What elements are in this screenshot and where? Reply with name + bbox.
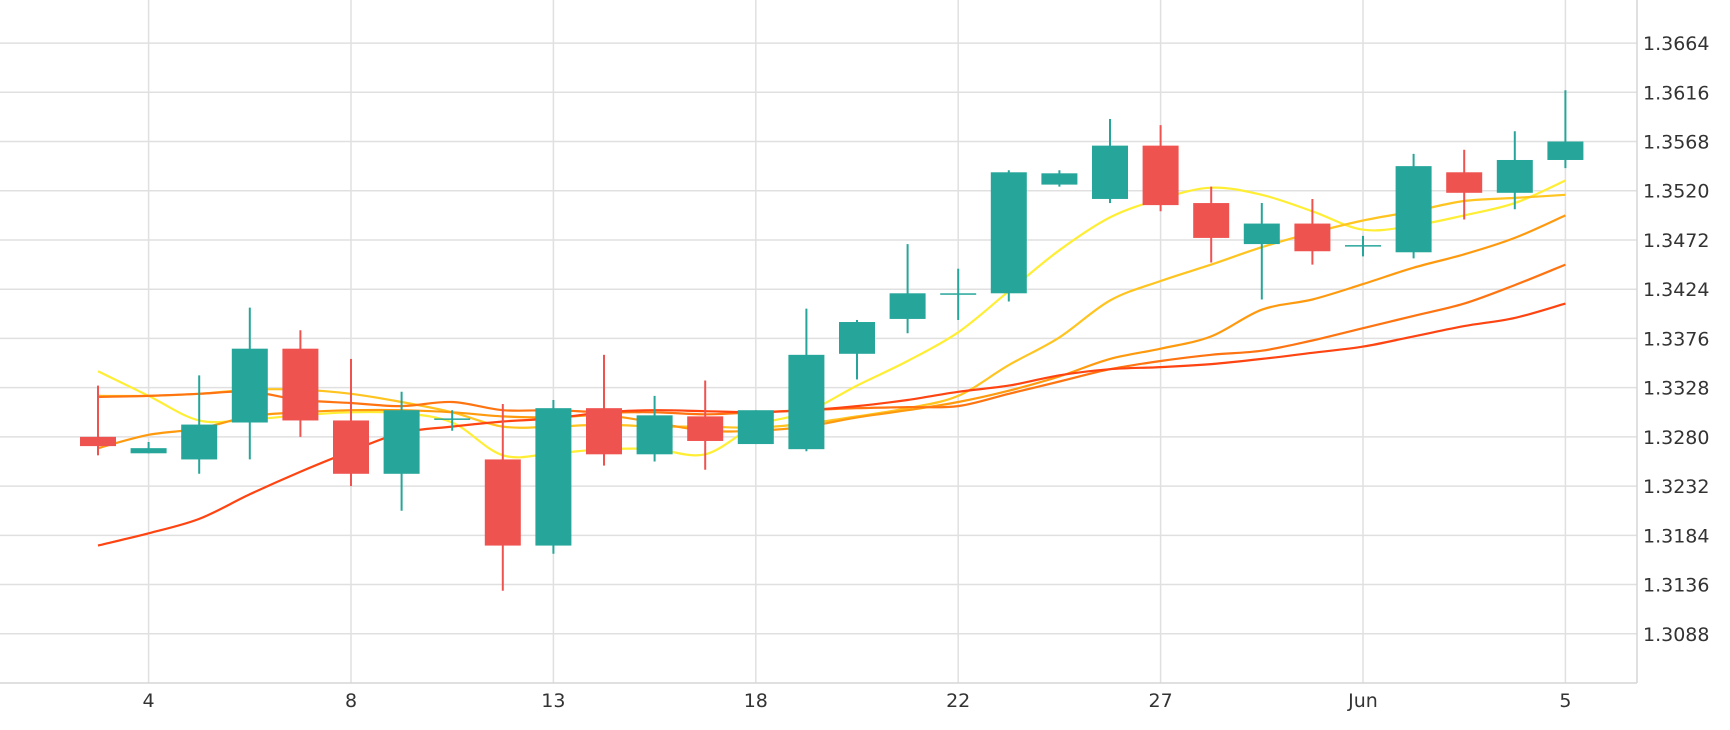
candle-body xyxy=(1243,223,1280,245)
candle-body xyxy=(788,354,825,450)
y-tick-label: 1.3232 xyxy=(1643,476,1709,498)
y-tick-label: 1.3280 xyxy=(1643,427,1709,449)
candle xyxy=(940,268,977,320)
y-tick-label: 1.3520 xyxy=(1643,181,1709,203)
candle xyxy=(687,380,724,470)
candle xyxy=(889,244,926,334)
candle xyxy=(1243,203,1280,300)
grid xyxy=(0,0,1637,683)
candle-body xyxy=(130,448,167,454)
candle xyxy=(1092,118,1128,204)
moving-average-line-1 xyxy=(97,179,1566,459)
candle-body xyxy=(1547,141,1584,160)
y-tick-label: 1.3184 xyxy=(1643,525,1709,547)
candle-body xyxy=(687,416,724,441)
y-tick-label: 1.3568 xyxy=(1643,132,1709,154)
candle xyxy=(181,375,218,474)
moving-average-line-3 xyxy=(97,214,1566,450)
candle xyxy=(231,307,268,460)
candle-body xyxy=(434,418,471,420)
candle-body xyxy=(940,293,977,295)
candle-body xyxy=(1446,172,1483,193)
x-tick-label: 5 xyxy=(1559,690,1571,712)
x-tick-label: 8 xyxy=(345,690,357,712)
candle-body xyxy=(535,408,572,546)
candle xyxy=(130,442,167,454)
candle xyxy=(1547,90,1584,169)
candle xyxy=(282,330,319,437)
candle-body xyxy=(282,348,319,421)
candles xyxy=(80,90,1584,591)
x-tick-label: 27 xyxy=(1149,690,1173,712)
candle xyxy=(1142,125,1179,212)
candle-body xyxy=(636,415,673,455)
candle-body xyxy=(737,410,774,445)
candle-body xyxy=(484,459,521,546)
candle-body xyxy=(1345,245,1381,247)
candle xyxy=(788,308,825,452)
candle-body xyxy=(1395,166,1432,253)
candle xyxy=(383,391,420,511)
candle xyxy=(1193,186,1230,263)
candle xyxy=(737,410,774,445)
candle xyxy=(333,358,369,487)
candle-body xyxy=(231,348,268,423)
candle-body xyxy=(333,420,369,474)
x-tick-label: 18 xyxy=(744,690,768,712)
x-tick-label: 13 xyxy=(541,690,565,712)
candle xyxy=(1395,153,1432,259)
x-tick-label: 4 xyxy=(143,690,155,712)
candle-body xyxy=(80,436,116,447)
moving-average-line-5 xyxy=(97,302,1566,547)
y-tick-label: 1.3328 xyxy=(1643,378,1709,400)
candle-body xyxy=(1193,203,1230,238)
candle-body xyxy=(586,408,622,455)
y-tick-label: 1.3616 xyxy=(1643,82,1709,104)
candle-body xyxy=(1496,159,1533,193)
y-tick-label: 1.3472 xyxy=(1643,230,1709,252)
y-tick-label: 1.3088 xyxy=(1643,624,1709,646)
x-tick-label: 22 xyxy=(946,690,970,712)
candle xyxy=(1446,149,1483,220)
candle xyxy=(484,404,521,591)
candle-body xyxy=(1041,173,1078,185)
candle-body xyxy=(889,293,926,319)
candle-body xyxy=(1142,145,1179,206)
candle xyxy=(839,319,875,380)
candle-body xyxy=(839,322,875,354)
candle-body xyxy=(990,172,1027,294)
candle xyxy=(535,399,572,554)
y-tick-label: 1.3664 xyxy=(1643,33,1709,55)
candle-body xyxy=(383,410,420,474)
candle xyxy=(636,395,673,462)
y-tick-label: 1.3376 xyxy=(1643,328,1709,350)
x-tick-label: Jun xyxy=(1347,690,1378,712)
candle-body xyxy=(1294,223,1331,252)
candle xyxy=(1345,235,1381,257)
candle xyxy=(80,385,116,456)
axes: 1.3664 1.3616 1.3568 1.3520 1.3472 1.3424 1.33… xyxy=(0,0,1709,712)
y-tick-label: 1.3424 xyxy=(1643,279,1709,301)
candle xyxy=(1294,198,1331,265)
candle xyxy=(434,410,471,431)
y-tick-label: 1.3136 xyxy=(1643,575,1709,597)
candle-body xyxy=(181,424,218,460)
candle xyxy=(586,354,622,466)
candle xyxy=(1496,131,1533,210)
candle xyxy=(990,170,1027,302)
candle-body xyxy=(1092,145,1128,199)
candle xyxy=(1041,170,1078,187)
